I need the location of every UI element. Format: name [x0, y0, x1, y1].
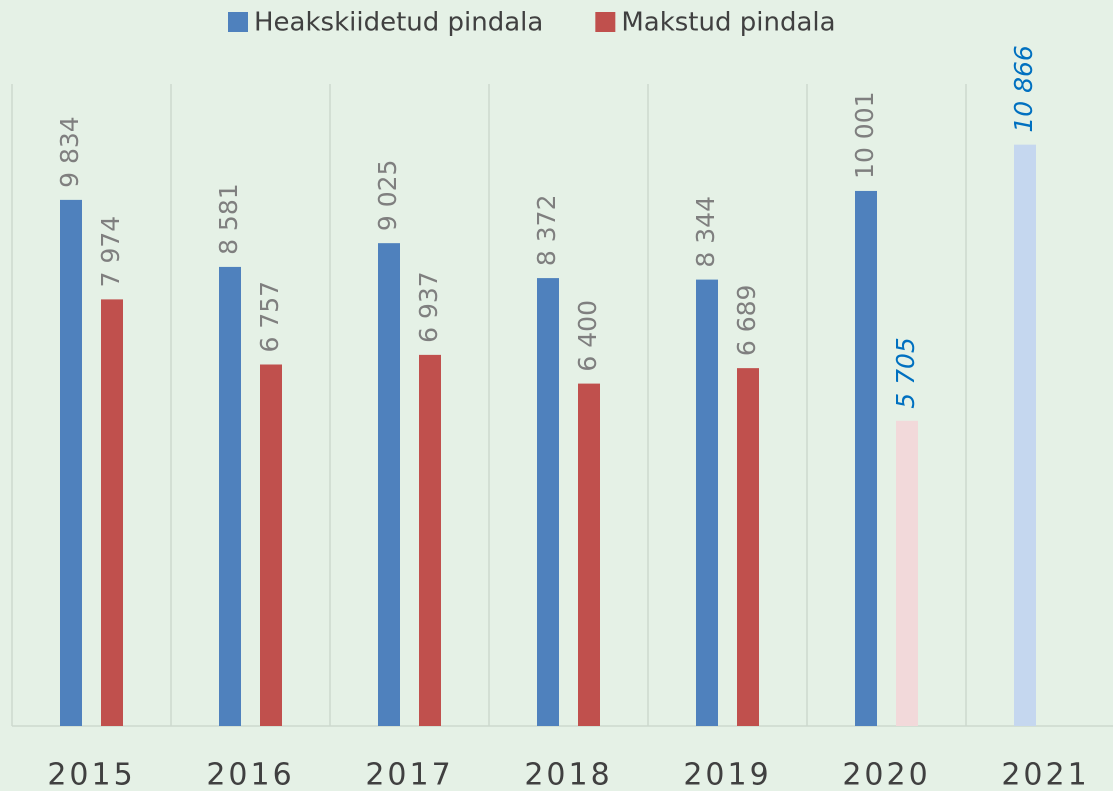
data-label: 6 937	[414, 271, 443, 343]
bar	[101, 299, 123, 726]
data-label: 9 025	[373, 160, 402, 232]
legend-label: Makstud pindala	[621, 8, 835, 38]
x-tick-label: 2017	[365, 758, 453, 791]
data-label: 9 834	[55, 116, 84, 188]
legend-swatch	[228, 12, 248, 32]
data-label: 8 372	[532, 195, 561, 267]
data-label: 6 400	[573, 300, 602, 372]
x-tick-label: 2015	[47, 758, 135, 791]
bar	[696, 279, 718, 726]
data-label: 7 974	[96, 216, 125, 288]
bar	[378, 243, 400, 726]
bar	[855, 190, 877, 726]
bar	[737, 368, 759, 726]
x-tick-label: 2019	[683, 758, 771, 791]
bar	[896, 420, 918, 726]
bar	[219, 266, 241, 726]
data-label: 8 581	[214, 183, 243, 255]
bar	[60, 199, 82, 727]
data-label: 10 866	[1009, 45, 1038, 132]
data-label: 10 001	[850, 91, 879, 178]
bar	[537, 278, 559, 726]
data-label: 6 689	[732, 285, 761, 357]
bar	[1014, 144, 1036, 726]
legend-label: Heakskiidetud pindala	[254, 8, 543, 38]
x-tick-label: 2021	[1001, 758, 1089, 791]
x-tick-label: 2018	[524, 758, 612, 791]
data-label: 8 344	[691, 196, 720, 268]
x-tick-label: 2020	[842, 758, 930, 791]
bar	[578, 383, 600, 726]
bar	[419, 354, 441, 726]
data-label: 5 705	[891, 337, 920, 409]
legend-swatch	[595, 12, 616, 32]
bar	[260, 364, 282, 726]
x-tick-label: 2016	[206, 758, 294, 791]
data-label: 6 757	[255, 281, 284, 353]
